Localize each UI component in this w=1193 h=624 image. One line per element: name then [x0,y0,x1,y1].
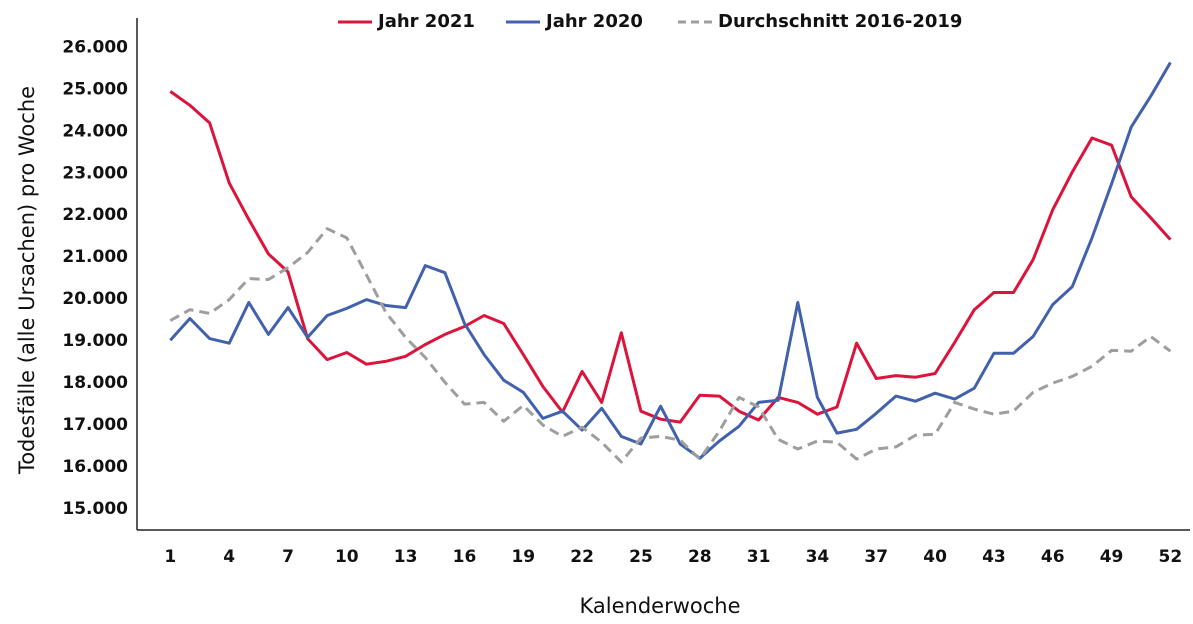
y-tick-label: 21.000 [62,247,128,267]
legend-label: Jahr 2020 [544,11,643,32]
y-tick-label: 25.000 [62,79,128,99]
x-tick-label: 16 [453,547,477,567]
legend-label: Jahr 2021 [376,11,475,32]
y-tick-label: 15.000 [62,499,128,519]
series-line [169,61,1172,460]
x-tick-label: 40 [923,547,947,567]
x-tick-label: 10 [335,547,359,567]
y-tick-label: 24.000 [62,121,128,141]
x-tick-label: 4 [223,547,235,567]
x-tick-label: 28 [688,547,712,567]
y-tick-label: 22.000 [62,205,128,225]
x-tick-label: 31 [747,547,771,567]
x-tick-label: 25 [629,547,653,567]
x-tick-label: 22 [570,547,594,567]
x-tick-label: 49 [1100,547,1124,567]
x-tick-label: 46 [1041,547,1065,567]
y-tick-label: 16.000 [62,457,128,477]
series-line [169,227,1172,464]
y-axis-label: Todesfälle (alle Ursachen) pro Woche [15,86,39,475]
y-tick-label: 26.000 [62,37,128,57]
y-tick-label: 18.000 [62,373,128,393]
x-axis-label: Kalenderwoche [579,594,740,618]
legend-label: Durchschnitt 2016-2019 [718,11,962,32]
y-tick-label: 23.000 [62,163,128,183]
x-tick-label: 43 [982,547,1006,567]
y-tick-label: 20.000 [62,289,128,309]
y-tick-label: 17.000 [62,415,128,435]
x-tick-label: 37 [864,547,888,567]
x-tick-label: 19 [511,547,535,567]
x-tick-label: 52 [1159,547,1183,567]
x-tick-label: 13 [394,547,418,567]
y-tick-label: 19.000 [62,331,128,351]
x-tick-label: 34 [806,547,830,567]
x-tick-label: 7 [282,547,294,567]
series-line [169,90,1172,424]
x-tick-label: 1 [164,547,176,567]
